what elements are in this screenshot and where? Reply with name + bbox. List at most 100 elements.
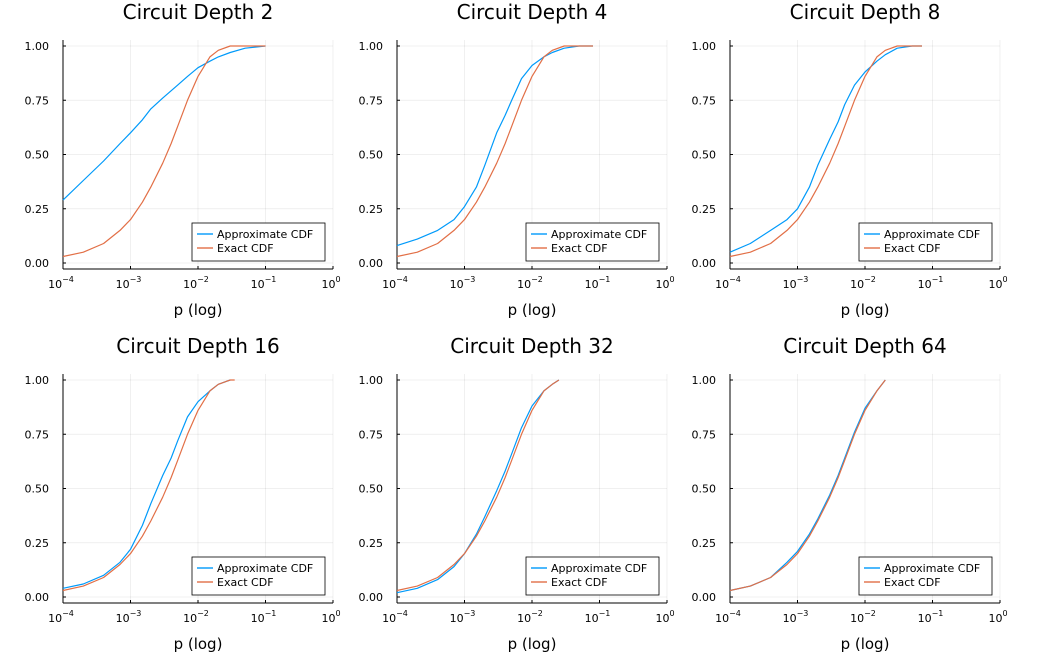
exact-cdf-line <box>729 45 922 258</box>
y-tick-label: 0.00 <box>25 591 50 604</box>
subplot-title: Circuit Depth 4 <box>457 0 608 24</box>
exact-cdf-line <box>396 45 593 258</box>
x-axis-label: p (log) <box>841 301 890 319</box>
x-tick-label: 10−2 <box>183 275 209 291</box>
x-tick-label: 10−2 <box>850 275 876 291</box>
subplot-4: 10−4 10−3 10−2 10−1 100 0.00 0.25 0.50 0.75 1.00 C… <box>25 334 341 653</box>
x-tick-label: 10−3 <box>783 609 809 625</box>
legend-box <box>191 222 326 262</box>
legend-box <box>525 222 660 262</box>
subplot-title: Circuit Depth 2 <box>123 0 274 24</box>
y-tick-label: 0.00 <box>359 591 384 604</box>
approximate-cdf-line <box>62 45 266 201</box>
x-tick-label: 100 <box>988 609 1007 625</box>
subplot-3: 10−4 10−3 10−2 10−1 100 0.00 0.25 0.50 0.75 1.00 C… <box>692 0 1008 319</box>
exact-cdf-line <box>396 379 560 592</box>
x-tick-label: 10−4 <box>48 609 74 625</box>
y-tick-label: 0.50 <box>692 149 717 162</box>
x-tick-label: 10−1 <box>918 275 944 291</box>
x-tick-label: 10−1 <box>585 609 611 625</box>
y-tick-label: 0.75 <box>692 428 717 441</box>
y-tick-label: 1.00 <box>692 374 717 387</box>
x-axis-label: p (log) <box>508 635 557 653</box>
x-tick-label: 10−4 <box>48 275 74 291</box>
y-tick-label: 0.50 <box>359 149 384 162</box>
y-tick-label: 0.50 <box>692 483 717 496</box>
legend-label-approximate: Approximate CDF <box>551 562 647 575</box>
exact-cdf-line <box>62 45 266 258</box>
x-tick-label: 10−4 <box>382 609 408 625</box>
legend-label-approximate: Approximate CDF <box>884 228 980 241</box>
y-tick-label: 0.75 <box>25 94 50 107</box>
y-tick-label: 0.25 <box>25 203 50 216</box>
x-tick-label: 10−1 <box>251 609 277 625</box>
legend-label-exact: Exact CDF <box>217 242 274 255</box>
approximate-cdf-line <box>396 379 560 594</box>
legend-label-approximate: Approximate CDF <box>217 228 313 241</box>
x-tick-label: 100 <box>655 275 674 291</box>
x-tick-label: 100 <box>321 275 340 291</box>
x-tick-label: 10−3 <box>783 275 809 291</box>
exact-cdf-line <box>729 379 886 592</box>
subplot-1: 10−4 10−3 10−2 10−1 100 0.00 0.25 0.50 0.75 1.00 C… <box>25 0 341 319</box>
x-tick-label: 10−2 <box>517 609 543 625</box>
subplot-title: Circuit Depth 16 <box>116 334 279 358</box>
y-tick-label: 0.75 <box>25 428 50 441</box>
approximate-cdf-line <box>396 45 593 247</box>
y-tick-label: 1.00 <box>25 374 50 387</box>
y-tick-label: 0.75 <box>359 94 384 107</box>
subplot-title: Circuit Depth 8 <box>790 0 941 24</box>
x-axis-label: p (log) <box>174 635 223 653</box>
y-tick-label: 0.50 <box>359 483 384 496</box>
x-tick-label: 10−1 <box>251 275 277 291</box>
y-tick-label: 0.25 <box>25 537 50 550</box>
legend-label-approximate: Approximate CDF <box>217 562 313 575</box>
subplot-6: 10−4 10−3 10−2 10−1 100 0.00 0.25 0.50 0.75 1.00 C… <box>692 334 1008 653</box>
x-tick-label: 10−4 <box>382 275 408 291</box>
y-tick-label: 1.00 <box>359 374 384 387</box>
legend-box <box>525 556 660 596</box>
y-tick-label: 0.50 <box>25 483 50 496</box>
y-tick-label: 1.00 <box>692 40 717 53</box>
legend-box <box>858 222 993 262</box>
x-tick-label: 10−3 <box>116 275 142 291</box>
approximate-cdf-line <box>729 45 922 253</box>
y-tick-label: 0.50 <box>25 149 50 162</box>
y-tick-label: 0.25 <box>359 203 384 216</box>
y-tick-label: 0.00 <box>692 257 717 270</box>
y-tick-label: 0.75 <box>359 428 384 441</box>
y-tick-label: 0.25 <box>692 203 717 216</box>
x-axis-label: p (log) <box>174 301 223 319</box>
subplot-title: Circuit Depth 64 <box>783 334 946 358</box>
x-tick-label: 10−4 <box>715 609 741 625</box>
x-tick-label: 100 <box>655 609 674 625</box>
x-axis-label: p (log) <box>508 301 557 319</box>
y-tick-label: 1.00 <box>359 40 384 53</box>
y-tick-label: 0.25 <box>692 537 717 550</box>
legend-label-exact: Exact CDF <box>551 576 608 589</box>
x-tick-label: 10−2 <box>850 609 876 625</box>
approximate-cdf-line <box>62 379 231 589</box>
subplot-5: 10−4 10−3 10−2 10−1 100 0.00 0.25 0.50 0.75 1.00 C… <box>359 334 675 653</box>
x-tick-label: 10−1 <box>585 275 611 291</box>
x-tick-label: 100 <box>988 275 1007 291</box>
y-tick-label: 0.25 <box>359 537 384 550</box>
legend-label-exact: Exact CDF <box>551 242 608 255</box>
x-tick-label: 100 <box>321 609 340 625</box>
x-tick-label: 10−3 <box>116 609 142 625</box>
y-tick-label: 0.75 <box>692 94 717 107</box>
y-tick-label: 0.00 <box>692 591 717 604</box>
legend-label-exact: Exact CDF <box>884 576 941 589</box>
y-tick-label: 0.00 <box>359 257 384 270</box>
legend-box <box>191 556 326 596</box>
legend-box <box>858 556 993 596</box>
exact-cdf-line <box>62 379 235 592</box>
legend-label-approximate: Approximate CDF <box>884 562 980 575</box>
